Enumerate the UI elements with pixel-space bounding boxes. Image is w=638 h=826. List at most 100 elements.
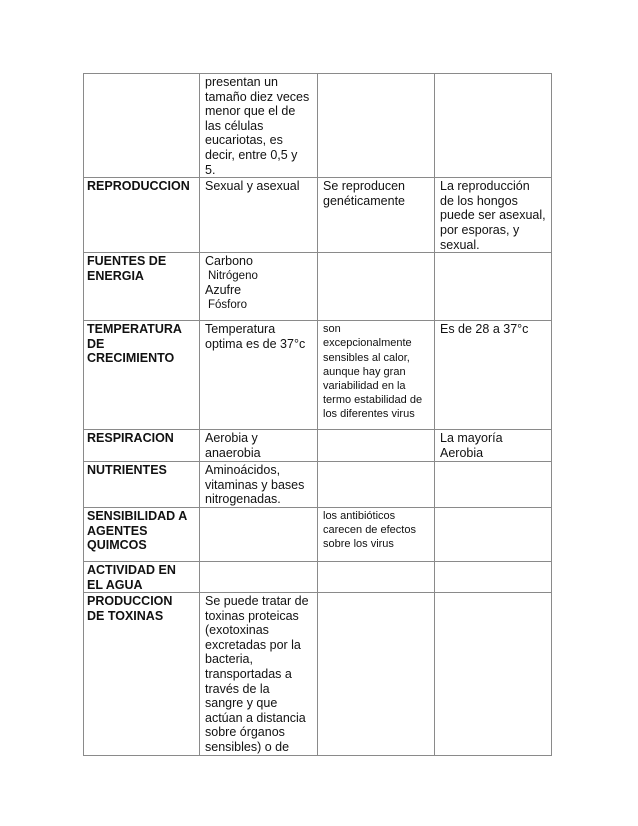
- table-cell: [434, 560, 552, 594]
- table-cell: son excepcionalmente sensibles al calor, au…: [317, 320, 435, 431]
- table-cell: [317, 252, 435, 322]
- row-header: NUTRIENTES: [83, 461, 200, 508]
- header-line: RESPIRACION: [87, 431, 174, 446]
- row-header: TEMPERATURA DE CRECIMIENTO: [83, 320, 200, 431]
- row-header: PRODUCCION DE TOXINAS: [83, 592, 200, 756]
- header-line: SENSIBILIDAD A: [87, 508, 188, 523]
- cell-line: transportadas a: [205, 667, 292, 682]
- table-cell: La mayoría Aerobia: [434, 429, 552, 463]
- cell-line: sexual.: [440, 237, 480, 252]
- comparison-table: presentan un tamaño diez veces menor que e…: [83, 72, 552, 756]
- table-cell: [317, 592, 435, 756]
- table-cell: [199, 560, 318, 594]
- cell-line: tamaño diez veces: [205, 89, 310, 104]
- table-cell: [434, 592, 552, 756]
- table-row: RESPIRACION Aerobia y anaerobia La mayoría A…: [83, 429, 552, 463]
- cell-line: variabilidad en la: [323, 379, 406, 392]
- cell-line: Se reproducen: [323, 179, 406, 194]
- cell-line: anaerobia: [205, 445, 261, 460]
- table-cell: presentan un tamaño diez veces menor que e…: [199, 72, 318, 179]
- cell-line: 5.: [205, 162, 216, 177]
- cell-line: decir, entre 0,5 y: [205, 147, 298, 162]
- table-cell: [317, 72, 435, 179]
- table-cell: [317, 429, 435, 463]
- table-row: presentan un tamaño diez veces menor que e…: [83, 72, 552, 179]
- table-cell: Aminoácidos, vitaminas y bases nitrogenada…: [199, 461, 318, 508]
- table-cell: [434, 252, 552, 322]
- header-line: DE TOXINAS: [87, 608, 164, 623]
- table-cell: [434, 461, 552, 508]
- cell-line: excepcionalmente: [323, 337, 412, 350]
- cell-line: optima es de 37°c: [205, 336, 306, 351]
- cell-line: (exotoxinas: [205, 623, 269, 638]
- cell-line: los diferentes virus: [323, 408, 415, 421]
- cell-line: vitaminas y bases: [205, 477, 305, 492]
- cell-line: genéticamente: [323, 193, 406, 208]
- cell-line: Aminoácidos,: [205, 463, 281, 478]
- table-cell: [317, 560, 435, 594]
- header-line: FUENTES DE: [87, 254, 167, 269]
- header-line: PRODUCCION: [87, 594, 173, 609]
- table-cell: los antibióticos carecen de efectos sobre …: [317, 506, 435, 562]
- header-line: DE: [87, 336, 105, 351]
- table-cell: Se puede tratar de toxinas proteicas (exot…: [199, 592, 318, 756]
- table-row: REPRODUCCION Sexual y asexual Se reproduce…: [83, 177, 552, 254]
- row-header: [83, 72, 200, 179]
- table-row: ACTIVIDAD EN EL AGUA: [83, 560, 552, 594]
- table-cell: [434, 506, 552, 562]
- header-line: CRECIMIENTO: [87, 351, 175, 366]
- header-line: TEMPERATURA: [87, 322, 182, 337]
- cell-line: Carbono: [205, 254, 253, 269]
- cell-line: través de la: [205, 681, 270, 696]
- header-line: EL AGUA: [87, 577, 143, 592]
- table-row: FUENTES DE ENERGIA Carbono Nitrógeno Azufre…: [83, 252, 552, 322]
- cell-line: actúan a distancia: [205, 710, 306, 725]
- cell-line: menor que el de: [205, 104, 296, 119]
- row-header: SENSIBILIDAD A AGENTES QUIMCOS: [83, 506, 200, 562]
- cell-line: son: [323, 323, 341, 336]
- table-row: TEMPERATURA DE CRECIMIENTO Temperatura optim…: [83, 320, 552, 431]
- cell-line: excretadas por la: [205, 637, 301, 652]
- cell-line: toxinas proteicas: [205, 608, 299, 623]
- table-cell: La reproducción de los hongos puede ser as…: [434, 177, 552, 254]
- table-cell: Es de 28 a 37°c: [434, 320, 552, 431]
- table-cell: Sexual y asexual: [199, 177, 318, 254]
- table-cell: [434, 72, 552, 179]
- table-cell: Temperatura optima es de 37°c: [199, 320, 318, 431]
- table-cell: [199, 506, 318, 562]
- cell-line: presentan un: [205, 75, 278, 89]
- row-header: ACTIVIDAD EN EL AGUA: [83, 560, 200, 594]
- table-row: SENSIBILIDAD A AGENTES QUIMCOS los antibiót…: [83, 506, 552, 562]
- cell-line: de los hongos: [440, 193, 518, 208]
- cell-line: Sexual y asexual: [205, 179, 300, 194]
- cell-line: sensibles al calor,: [323, 351, 410, 364]
- header-line: NUTRIENTES: [87, 463, 167, 478]
- cell-line: bacteria,: [205, 652, 253, 667]
- header-line: ACTIVIDAD EN: [87, 562, 176, 577]
- cell-line: carecen de efectos: [323, 524, 416, 537]
- cell-line: sobre los virus: [323, 538, 394, 551]
- cell-line: nitrogenadas.: [205, 492, 281, 507]
- cell-line: Es de 28 a 37°c: [440, 322, 529, 337]
- table-cell: Carbono Nitrógeno Azufre Fósforo: [199, 252, 318, 322]
- table-cell: Se reproducen genéticamente: [317, 177, 435, 254]
- cell-line: las células: [205, 118, 264, 133]
- row-header: RESPIRACION: [83, 429, 200, 463]
- cell-line: los antibióticos: [323, 509, 396, 522]
- table-cell: [317, 461, 435, 508]
- table-cell: Aerobia y anaerobia: [199, 429, 318, 463]
- cell-line: Aerobia: [440, 445, 484, 460]
- cell-line: eucariotas, es: [205, 133, 283, 148]
- cell-line: Temperatura: [205, 322, 276, 337]
- header-line: QUIMCOS: [87, 538, 147, 553]
- cell-line: Aerobia y: [205, 431, 258, 446]
- header-line: ENERGIA: [87, 268, 144, 283]
- cell-line: Fósforo: [208, 298, 247, 311]
- header-line: REPRODUCCION: [87, 179, 190, 194]
- cell-line: sangre y que: [205, 696, 278, 711]
- cell-line: aunque hay gran: [323, 365, 406, 378]
- cell-line: por esporas, y: [440, 222, 520, 237]
- header-line: AGENTES: [87, 523, 148, 538]
- cell-line: termo estabilidad de: [323, 394, 423, 407]
- cell-line: sobre órganos: [205, 725, 285, 740]
